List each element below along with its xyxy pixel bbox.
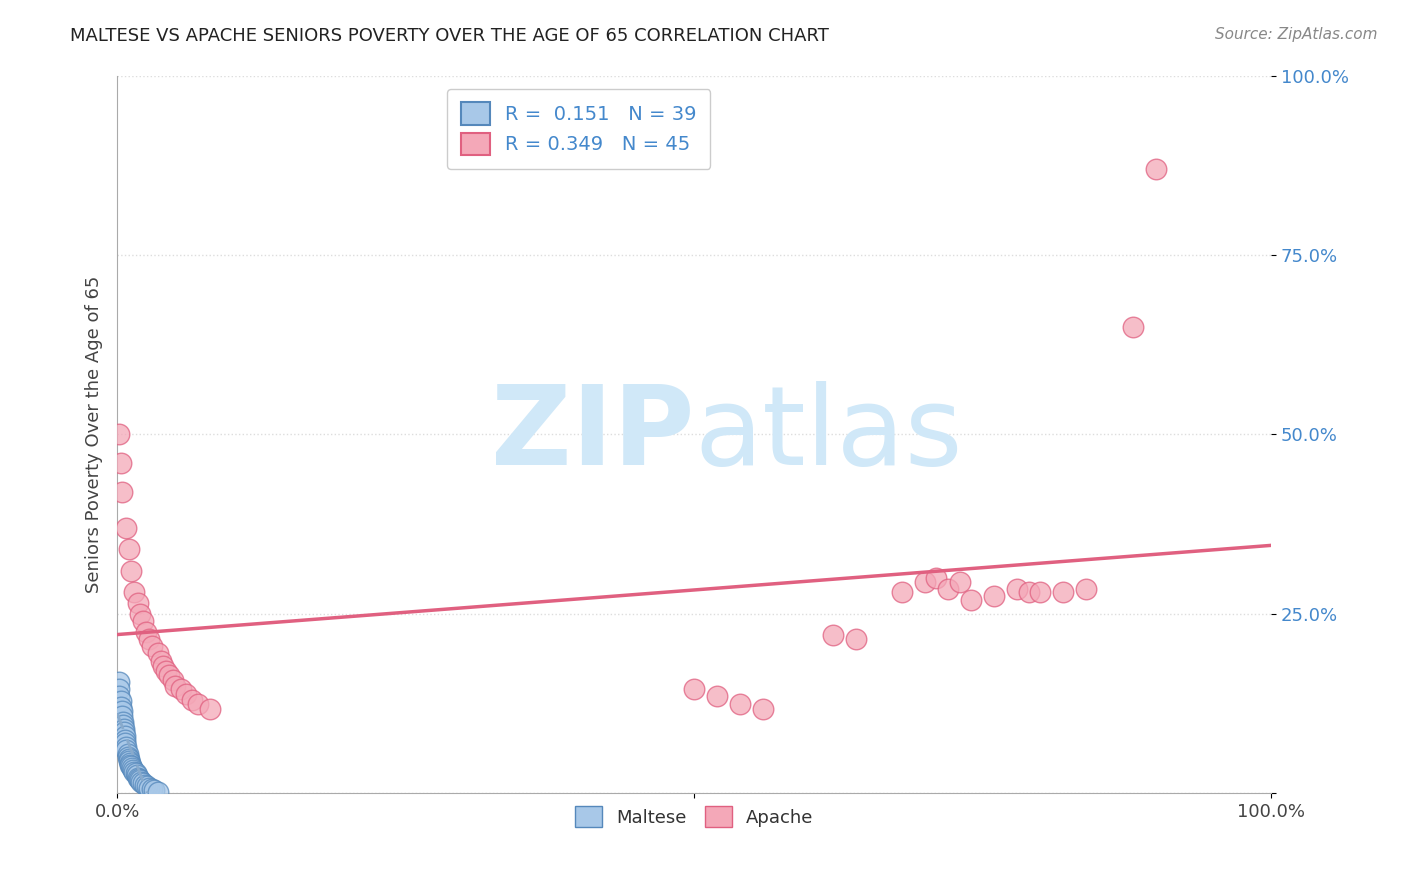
Legend: Maltese, Apache: Maltese, Apache — [568, 799, 821, 835]
Point — [124, 585, 146, 599]
Point — [115, 739, 138, 754]
Point — [131, 775, 153, 789]
Point — [111, 718, 134, 732]
Point — [131, 776, 153, 790]
Point — [983, 589, 1005, 603]
Point — [111, 484, 134, 499]
Point — [752, 701, 775, 715]
Point — [1029, 585, 1052, 599]
Text: MALTESE VS APACHE SENIORS POVERTY OVER THE AGE OF 65 CORRELATION CHART: MALTESE VS APACHE SENIORS POVERTY OVER T… — [70, 27, 830, 45]
Point — [155, 665, 177, 679]
Point — [110, 456, 132, 470]
Point — [120, 564, 142, 578]
Y-axis label: Seniors Poverty Over the Age of 65: Seniors Poverty Over the Age of 65 — [86, 276, 103, 593]
Point — [135, 624, 157, 639]
Point — [146, 785, 169, 799]
Point — [111, 708, 134, 723]
Point — [110, 694, 132, 708]
Point — [176, 687, 198, 701]
Point — [169, 682, 191, 697]
Point — [125, 768, 148, 782]
Point — [110, 700, 132, 714]
Point — [112, 722, 135, 736]
Point — [925, 571, 948, 585]
Point — [114, 732, 136, 747]
Point — [150, 654, 173, 668]
Point — [1144, 161, 1167, 176]
Point — [108, 675, 131, 690]
Point — [845, 632, 868, 646]
Point — [111, 704, 134, 718]
Text: atlas: atlas — [695, 381, 963, 488]
Point — [111, 714, 134, 729]
Point — [114, 736, 136, 750]
Point — [138, 780, 160, 795]
Point — [114, 729, 136, 743]
Point — [127, 596, 149, 610]
Point — [129, 607, 152, 621]
Point — [936, 582, 959, 596]
Point — [118, 756, 141, 771]
Point — [128, 772, 150, 786]
Point — [181, 693, 204, 707]
Point — [141, 782, 163, 797]
Text: ZIP: ZIP — [491, 381, 695, 488]
Point — [890, 585, 912, 599]
Point — [187, 697, 209, 711]
Point — [108, 682, 131, 697]
Point — [948, 574, 970, 589]
Point — [143, 783, 166, 797]
Point — [706, 690, 728, 704]
Point — [124, 766, 146, 780]
Text: Source: ZipAtlas.com: Source: ZipAtlas.com — [1215, 27, 1378, 42]
Point — [108, 690, 131, 704]
Point — [131, 614, 153, 628]
Point — [157, 668, 180, 682]
Point — [117, 747, 139, 761]
Point — [1076, 582, 1098, 596]
Point — [127, 771, 149, 785]
Point — [1052, 585, 1074, 599]
Point — [914, 574, 936, 589]
Point — [162, 673, 184, 687]
Point — [152, 658, 174, 673]
Point — [134, 778, 156, 792]
Point — [121, 761, 143, 775]
Point — [821, 628, 844, 642]
Point — [960, 592, 983, 607]
Point — [112, 725, 135, 739]
Point — [124, 764, 146, 779]
Point — [120, 759, 142, 773]
Point — [118, 752, 141, 766]
Point — [1005, 582, 1028, 596]
Point — [146, 646, 169, 660]
Point — [108, 427, 131, 442]
Point — [122, 764, 145, 778]
Point — [115, 743, 138, 757]
Point — [118, 754, 141, 768]
Point — [163, 679, 186, 693]
Point — [117, 750, 139, 764]
Point — [115, 521, 138, 535]
Point — [118, 757, 141, 772]
Point — [198, 701, 221, 715]
Point — [683, 682, 706, 697]
Point — [1018, 585, 1040, 599]
Point — [118, 542, 141, 557]
Point — [730, 697, 752, 711]
Point — [141, 639, 163, 653]
Point — [138, 632, 160, 646]
Point — [1122, 319, 1144, 334]
Point — [136, 779, 159, 793]
Point — [129, 773, 152, 788]
